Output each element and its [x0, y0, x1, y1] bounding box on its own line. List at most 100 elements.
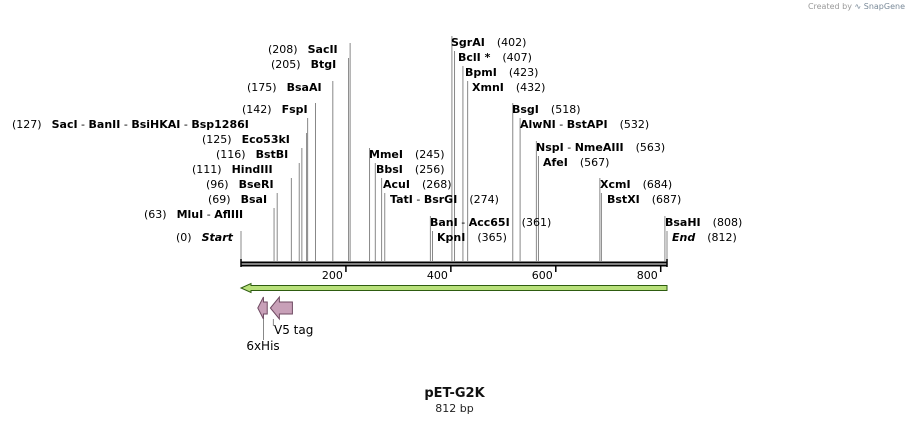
site-alwni-bstapi[interactable]: AlwNI - BstAPI (532): [520, 118, 649, 131]
site-position: (407): [502, 51, 532, 64]
ruler: 200 400 600 800: [322, 266, 662, 282]
site-position: (96): [206, 178, 229, 191]
site-bani-acc65i[interactable]: BanI - Acc65I (361): [430, 216, 551, 229]
site-name[interactable]: BanI - Acc65I: [430, 216, 510, 229]
site-name[interactable]: BstBI: [256, 148, 289, 161]
credit-brand: SnapGene: [863, 2, 905, 11]
site-position: (142): [242, 103, 272, 116]
site-position: (245): [415, 148, 445, 161]
enzyme-sites: (0) Start (63) MluI - AflIII (69) BsaI (96) Bse…: [12, 36, 742, 244]
site-bsaai[interactable]: (175) BsaAI: [247, 81, 322, 94]
6xhis-arrow[interactable]: [257, 296, 268, 320]
site-position: (518): [551, 103, 581, 116]
credit-prefix: Created by: [807, 2, 852, 11]
site-sacii[interactable]: (208) SacII: [268, 43, 338, 56]
site-position: (69): [208, 193, 231, 206]
site-position: (812): [707, 231, 737, 244]
site-position: (532): [620, 118, 650, 131]
site-fspi[interactable]: (142) FspI: [242, 103, 308, 116]
site-name[interactable]: End: [672, 231, 695, 244]
site-position: (563): [636, 141, 666, 154]
v5-tag-arrow[interactable]: [269, 295, 293, 321]
site-sgrai[interactable]: SgrAI (402): [451, 36, 526, 49]
site-name[interactable]: BsaHI: [665, 216, 701, 229]
site-bsahi[interactable]: BsaHI (808): [665, 216, 742, 229]
site-bbsi[interactable]: BbsI (256): [376, 163, 445, 176]
site-name[interactable]: FspI: [282, 103, 308, 116]
site-name[interactable]: TatI - BsrGI: [390, 193, 457, 206]
site-mlui-afliii[interactable]: (63) MluI - AflIII: [144, 208, 243, 221]
site-name[interactable]: HindIII: [232, 163, 273, 176]
ruler-tick-label: 200: [322, 269, 343, 282]
site-hindiii[interactable]: (111) HindIII: [192, 163, 273, 176]
site-xcmi[interactable]: XcmI (684): [600, 178, 672, 191]
site-name[interactable]: BstXI: [607, 193, 640, 206]
site-position: (127): [12, 118, 42, 131]
site-xmni[interactable]: XmnI (432): [472, 81, 545, 94]
site-name[interactable]: XmnI: [472, 81, 504, 94]
site-bseri[interactable]: (96) BseRI: [206, 178, 274, 191]
site-name[interactable]: Eco53kI: [242, 133, 290, 146]
site-name[interactable]: BsgI: [512, 103, 539, 116]
site-position: (63): [144, 208, 167, 221]
site-position: (402): [497, 36, 527, 49]
credit: Created by ∿ SnapGene: [808, 2, 905, 11]
site-afei[interactable]: AfeI (567): [543, 156, 609, 169]
feature-label: V5 tag: [274, 323, 313, 337]
site-position: (808): [713, 216, 743, 229]
site-name[interactable]: SacI - BanII - BsiHKAI - Bsp1286I: [52, 118, 249, 131]
site-position: (432): [516, 81, 546, 94]
feature-label: 6xHis: [246, 339, 279, 353]
site-position: (0): [176, 231, 192, 244]
site-acui[interactable]: AcuI (268): [383, 178, 452, 191]
site-bpmi[interactable]: BpmI (423): [465, 66, 538, 79]
feature-insert-orf[interactable]: [239, 282, 668, 294]
site-eco53ki[interactable]: (125) Eco53kI: [202, 133, 290, 146]
feature-6xhis[interactable]: 6xHis: [246, 296, 280, 353]
feature-v5-tag[interactable]: V5 tag: [269, 295, 313, 337]
site-nspi-nmeaiii[interactable]: NspI - NmeAIII (563): [536, 141, 665, 154]
site-saci-banii-bsihkai-bsp1286i[interactable]: (127) SacI - BanII - BsiHKAI - Bsp1286I: [12, 118, 249, 131]
site-name[interactable]: BsaAI: [287, 81, 322, 94]
site-name[interactable]: XcmI: [600, 178, 631, 191]
snapgene-logo-icon: ∿: [854, 2, 862, 11]
site-name[interactable]: SacII: [308, 43, 338, 56]
site-kpni[interactable]: KpnI (365): [437, 231, 507, 244]
site-position: (205): [271, 58, 301, 71]
site-name[interactable]: Start: [202, 231, 234, 244]
site-name[interactable]: MluI - AflIII: [177, 208, 244, 221]
features: 6xHis V5 tag: [239, 282, 668, 353]
site-name[interactable]: KpnI: [437, 231, 465, 244]
site-position: (423): [509, 66, 539, 79]
site-position: (365): [477, 231, 507, 244]
site-start[interactable]: (0) Start: [176, 231, 234, 244]
site-name[interactable]: MmeI: [369, 148, 403, 161]
site-name[interactable]: BtgI: [311, 58, 337, 71]
site-mmei[interactable]: MmeI (245): [369, 148, 445, 161]
site-name[interactable]: AfeI: [543, 156, 568, 169]
site-end[interactable]: End (812): [672, 231, 737, 244]
site-name[interactable]: BseRI: [239, 178, 274, 191]
site-bstbi[interactable]: (116) BstBI: [216, 148, 288, 161]
site-name[interactable]: AcuI: [383, 178, 410, 191]
site-tati-bsrgi[interactable]: TatI - BsrGI (274): [390, 193, 499, 206]
site-name[interactable]: BsaI: [241, 193, 267, 206]
map-title: pET-G2K 812 bp: [0, 386, 909, 415]
site-position: (111): [192, 163, 222, 176]
site-bsgi[interactable]: BsgI (518): [512, 103, 581, 116]
site-bstxi[interactable]: BstXI (687): [607, 193, 681, 206]
site-btgi[interactable]: (205) BtgI: [271, 58, 336, 71]
site-bcli[interactable]: BclI * (407): [458, 51, 532, 64]
sequence-backbone: [240, 259, 668, 267]
site-name[interactable]: SgrAI: [451, 36, 485, 49]
site-name[interactable]: AlwNI - BstAPI: [520, 118, 608, 131]
site-name[interactable]: NspI - NmeAIII: [536, 141, 624, 154]
insert-orf-arrow[interactable]: [239, 282, 668, 294]
site-name[interactable]: BbsI: [376, 163, 403, 176]
site-name[interactable]: BclI *: [458, 51, 491, 64]
leader-lines: [240, 36, 668, 261]
site-bsai[interactable]: (69) BsaI: [208, 193, 267, 206]
ruler-tick-label: 400: [427, 269, 448, 282]
site-name[interactable]: BpmI: [465, 66, 497, 79]
